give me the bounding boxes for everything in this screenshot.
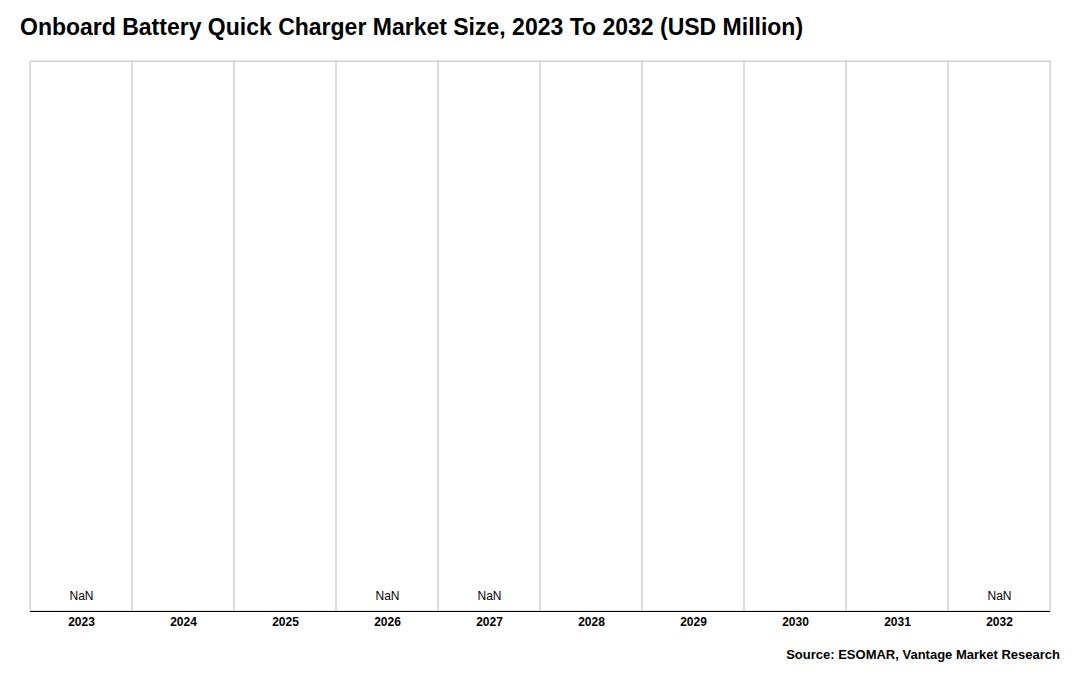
- svg-text:NaN: NaN: [987, 589, 1011, 603]
- svg-text:NaN: NaN: [69, 589, 93, 603]
- svg-text:2028: 2028: [578, 615, 605, 629]
- svg-text:NaN: NaN: [375, 589, 399, 603]
- svg-text:NaN: NaN: [477, 589, 501, 603]
- svg-text:2031: 2031: [884, 615, 911, 629]
- svg-text:2027: 2027: [476, 615, 503, 629]
- svg-text:2029: 2029: [680, 615, 707, 629]
- html-text:Source: ESOMAR, Vantage Market: Source: ESOMAR, Vantage Market Research: [786, 647, 1060, 662]
- svg-text:2024: 2024: [170, 615, 197, 629]
- svg-text:2030: 2030: [782, 615, 809, 629]
- html-text:Onboard Battery Quick Charger: Onboard Battery Quick Charger Market Siz…: [20, 14, 804, 40]
- svg-text:2032: 2032: [986, 615, 1013, 629]
- svg-text:2026: 2026: [374, 615, 401, 629]
- svg-text:2025: 2025: [272, 615, 299, 629]
- svg-text:2023: 2023: [68, 615, 95, 629]
